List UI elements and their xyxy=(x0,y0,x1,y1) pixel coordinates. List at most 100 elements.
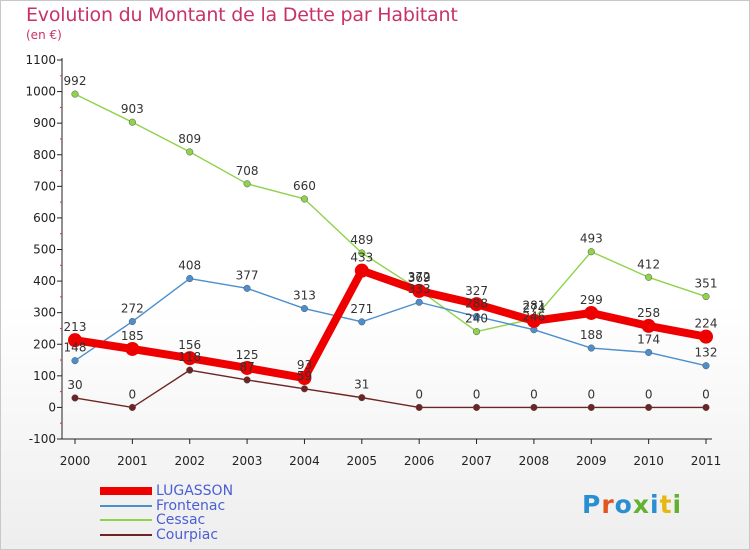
series-line-courpiac xyxy=(74,369,706,409)
data-point-cessac xyxy=(472,328,481,336)
data-label-lugasson: 156 xyxy=(178,338,201,352)
data-label-cessac: 809 xyxy=(178,132,201,146)
data-point-lugasson xyxy=(641,318,656,333)
data-label-lugasson: 125 xyxy=(236,348,259,362)
data-point-frontenac xyxy=(71,357,79,365)
legend-swatch xyxy=(100,519,152,521)
data-label-lugasson: 299 xyxy=(580,293,603,307)
data-point-cessac xyxy=(243,180,251,188)
data-point-cessac xyxy=(71,90,79,98)
series-points xyxy=(68,90,713,411)
data-label-cessac: 412 xyxy=(637,257,660,271)
data-point-lugasson xyxy=(240,360,255,375)
data-point-lugasson xyxy=(68,333,82,348)
y-tick-label: 100 xyxy=(33,369,56,383)
data-label-frontenac: 313 xyxy=(293,289,316,303)
data-point-frontenac xyxy=(186,275,194,283)
legend-label: Courpiac xyxy=(156,526,219,543)
y-tick-label: -100 xyxy=(29,432,56,446)
data-point-lugasson xyxy=(526,313,541,328)
data-label-cessac: 489 xyxy=(350,233,373,247)
data-label-lugasson: 274 xyxy=(522,301,545,315)
y-tick-label: 800 xyxy=(33,148,56,162)
data-label-courpiac: 118 xyxy=(178,350,201,364)
data-label-frontenac: 246 xyxy=(522,310,545,324)
y-tick-label: 400 xyxy=(33,274,56,288)
data-label-courpiac: 31 xyxy=(354,378,369,392)
data-point-courpiac xyxy=(530,403,538,411)
x-tick-label: 2002 xyxy=(174,454,205,468)
x-tick-label: 2010 xyxy=(633,454,664,468)
data-label-lugasson: 185 xyxy=(121,329,144,343)
axes: -100010020030040050060070080090010001100… xyxy=(25,53,721,468)
data-label-courpiac: 0 xyxy=(587,387,595,401)
data-point-frontenac xyxy=(300,305,309,313)
legend-label: Cessac xyxy=(156,512,206,528)
chart-title: Evolution du Montant de la Dette par Hab… xyxy=(26,4,458,26)
data-point-cessac xyxy=(358,249,366,257)
data-label-cessac: 372 xyxy=(408,270,431,284)
data-label-frontenac: 132 xyxy=(695,346,718,360)
data-point-frontenac xyxy=(472,312,481,321)
logo-letter: o xyxy=(614,490,633,519)
data-label-frontenac: 377 xyxy=(236,268,259,282)
data-label-frontenac: 272 xyxy=(121,302,144,316)
data-label-courpiac: 0 xyxy=(645,387,653,401)
data-point-lugasson xyxy=(297,371,312,386)
y-tick-label: 700 xyxy=(33,179,56,193)
x-tick-label: 2006 xyxy=(404,454,435,468)
data-label-lugasson: 224 xyxy=(695,317,718,331)
y-tick-label: 300 xyxy=(33,306,56,320)
data-point-cessac xyxy=(587,248,595,256)
data-point-lugasson xyxy=(354,263,369,278)
y-tick-label: 0 xyxy=(48,400,56,414)
data-label-courpiac: 30 xyxy=(67,378,82,392)
data-label-frontenac: 408 xyxy=(178,259,201,273)
data-label-cessac: 992 xyxy=(64,74,87,88)
data-label-lugasson: 213 xyxy=(64,320,87,334)
data-label-lugasson: 327 xyxy=(465,284,488,298)
logo-letter: i xyxy=(672,490,683,519)
data-label-courpiac: 0 xyxy=(702,387,710,401)
data-point-cessac xyxy=(300,195,309,203)
series-lines xyxy=(74,93,707,409)
data-point-courpiac xyxy=(128,403,136,411)
data-point-frontenac xyxy=(415,298,423,306)
data-point-frontenac xyxy=(128,317,136,326)
logo-letter: P xyxy=(582,490,602,519)
x-tick-label: 2004 xyxy=(289,454,320,468)
data-label-lugasson: 258 xyxy=(637,306,660,320)
x-tick-label: 2003 xyxy=(232,454,263,468)
logo-letter: i xyxy=(650,490,660,519)
data-point-lugasson xyxy=(412,283,427,298)
data-label-lugasson: 433 xyxy=(350,251,373,265)
data-point-frontenac xyxy=(358,318,366,326)
data-label-lugasson: 93 xyxy=(297,358,312,372)
data-point-frontenac xyxy=(645,348,653,357)
y-tick-label: 1100 xyxy=(25,53,56,67)
data-point-courpiac xyxy=(702,403,710,411)
data-point-frontenac xyxy=(587,344,595,352)
data-point-courpiac xyxy=(587,403,595,411)
y-tick-label: 900 xyxy=(33,116,56,130)
legend-label: Frontenac xyxy=(156,497,226,514)
data-label-frontenac: 271 xyxy=(350,302,373,316)
data-point-cessac xyxy=(645,273,653,281)
data-point-cessac xyxy=(186,148,194,156)
data-label-frontenac: 174 xyxy=(637,332,660,346)
x-tick-label: 2011 xyxy=(691,454,722,468)
series-line-cessac xyxy=(74,93,707,333)
series-line-frontenac xyxy=(74,277,707,367)
logo-letter: r xyxy=(601,490,615,519)
data-point-lugasson xyxy=(125,341,140,356)
series-line-lugasson xyxy=(74,266,707,383)
y-tick-label: 500 xyxy=(33,243,56,257)
data-label-cessac: 281 xyxy=(522,299,545,313)
x-tick-label: 2009 xyxy=(576,454,607,468)
data-point-courpiac xyxy=(645,403,653,411)
data-label-cessac: 240 xyxy=(465,312,488,326)
data-label-cessac: 660 xyxy=(293,179,316,193)
data-label-cessac: 351 xyxy=(695,277,718,291)
data-label-frontenac: 148 xyxy=(64,341,87,355)
data-point-lugasson xyxy=(182,351,197,366)
